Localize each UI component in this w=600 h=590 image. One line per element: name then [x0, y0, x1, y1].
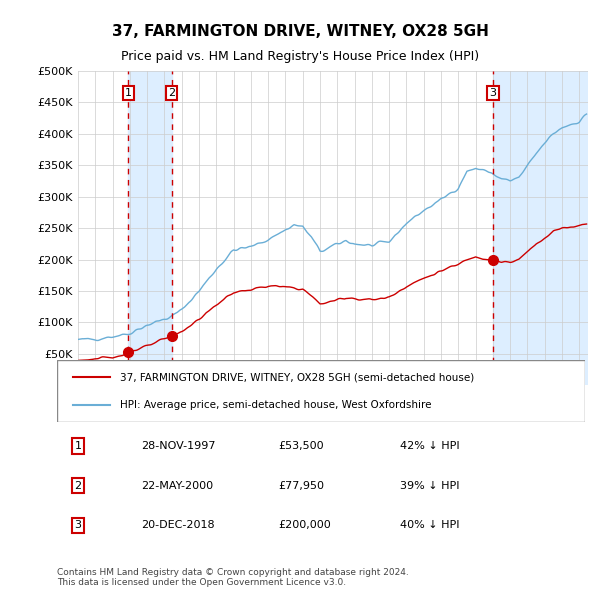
- Bar: [128, 71, 172, 385]
- Text: 28-NOV-1997: 28-NOV-1997: [142, 441, 216, 451]
- Text: £77,950: £77,950: [279, 481, 325, 490]
- Text: 22-MAY-2000: 22-MAY-2000: [142, 481, 214, 490]
- Text: 1: 1: [74, 441, 82, 451]
- Text: 39% ↓ HPI: 39% ↓ HPI: [400, 481, 460, 490]
- Text: 40% ↓ HPI: 40% ↓ HPI: [400, 520, 460, 530]
- Text: 3: 3: [74, 520, 82, 530]
- Text: 37, FARMINGTON DRIVE, WITNEY, OX28 5GH: 37, FARMINGTON DRIVE, WITNEY, OX28 5GH: [112, 24, 488, 38]
- Text: 37, FARMINGTON DRIVE, WITNEY, OX28 5GH (semi-detached house): 37, FARMINGTON DRIVE, WITNEY, OX28 5GH (…: [121, 372, 475, 382]
- Text: £53,500: £53,500: [279, 441, 325, 451]
- Text: £200,000: £200,000: [279, 520, 332, 530]
- Text: Price paid vs. HM Land Registry's House Price Index (HPI): Price paid vs. HM Land Registry's House …: [121, 50, 479, 63]
- Text: 2: 2: [74, 481, 82, 490]
- Bar: [493, 71, 588, 385]
- Text: HPI: Average price, semi-detached house, West Oxfordshire: HPI: Average price, semi-detached house,…: [121, 399, 432, 409]
- Text: 20-DEC-2018: 20-DEC-2018: [142, 520, 215, 530]
- Text: 3: 3: [490, 88, 496, 98]
- Text: Contains HM Land Registry data © Crown copyright and database right 2024.
This d: Contains HM Land Registry data © Crown c…: [57, 568, 409, 587]
- Text: 42% ↓ HPI: 42% ↓ HPI: [400, 441, 460, 451]
- Text: 1: 1: [125, 88, 132, 98]
- Text: 2: 2: [168, 88, 175, 98]
